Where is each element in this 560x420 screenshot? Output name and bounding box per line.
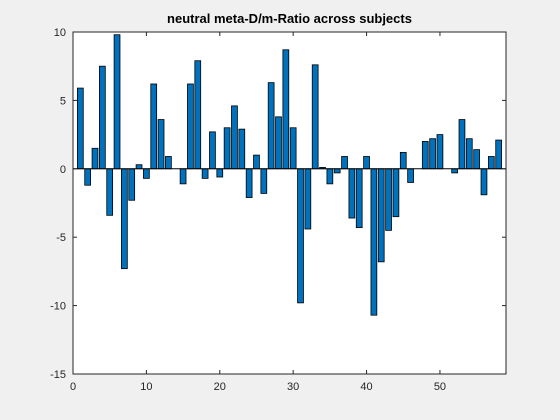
bar-subject-36 xyxy=(333,168,341,174)
bar-subject-21 xyxy=(223,127,231,170)
bar-subject-3 xyxy=(91,147,99,170)
bar-subject-12 xyxy=(157,119,165,170)
bar-subject-46 xyxy=(407,168,414,183)
bar-subject-31 xyxy=(297,168,304,304)
bar-subject-5 xyxy=(106,168,114,216)
bar-subject-44 xyxy=(392,168,400,218)
bar-subject-23 xyxy=(238,128,246,170)
bar-subject-35 xyxy=(326,168,334,185)
bar-subject-25 xyxy=(253,154,260,170)
bar-subject-24 xyxy=(245,168,253,198)
bar-subject-17 xyxy=(194,60,202,170)
bar-subject-40 xyxy=(363,156,370,170)
x-axis-ticks: 0 10 20 30 40 50 xyxy=(70,32,446,393)
bar-subject-52 xyxy=(451,168,458,174)
bar-subject-54 xyxy=(465,138,473,170)
x-tick-label: 40 xyxy=(360,381,372,393)
bar-subject-27 xyxy=(267,82,275,170)
bar-subject-32 xyxy=(304,168,312,230)
bar-subject-9 xyxy=(135,164,143,170)
y-tick-label: -15 xyxy=(50,369,66,381)
y-tick-label: -5 xyxy=(56,232,66,244)
bar-subject-6 xyxy=(113,34,121,170)
bar-subject-19 xyxy=(209,131,216,170)
bar-subject-26 xyxy=(260,168,268,194)
chart-title: neutral meta-D/m-Ratio across subjects xyxy=(167,11,412,26)
y-axis-ticks: -15 -10 -5 0 5 10 xyxy=(50,27,506,381)
bar-subject-53 xyxy=(458,119,466,170)
bar-subject-56 xyxy=(480,168,488,196)
bar-subject-55 xyxy=(473,149,480,170)
bar-subject-50 xyxy=(436,134,444,170)
bar-subject-22 xyxy=(231,105,238,170)
x-tick-label: 0 xyxy=(70,381,76,393)
bar-subject-39 xyxy=(355,168,363,229)
bar-subject-57 xyxy=(487,156,495,170)
bar-subject-45 xyxy=(399,151,407,170)
bar-subject-38 xyxy=(348,168,356,219)
bars-group xyxy=(77,34,503,316)
bar-subject-49 xyxy=(429,138,436,170)
bar-subject-37 xyxy=(341,156,348,170)
bar-subject-4 xyxy=(99,65,106,170)
x-tick-label: 30 xyxy=(287,381,299,393)
bar-subject-43 xyxy=(385,168,392,231)
bar-subject-20 xyxy=(216,168,224,178)
bar-subject-29 xyxy=(282,49,290,170)
bar-subject-8 xyxy=(128,168,136,201)
bar-subject-42 xyxy=(377,168,385,263)
plot-frame xyxy=(72,31,507,375)
bar-subject-41 xyxy=(370,168,378,316)
plot-area xyxy=(73,32,506,374)
bar-subject-10 xyxy=(143,168,150,179)
bar-subject-58 xyxy=(495,139,503,170)
bar-subject-1 xyxy=(77,87,84,170)
bar-subject-13 xyxy=(165,156,172,170)
x-tick-label: 50 xyxy=(434,381,446,393)
y-tick-label: 5 xyxy=(60,95,66,107)
x-tick-label: 20 xyxy=(214,381,226,393)
y-tick-label: 10 xyxy=(54,27,66,39)
bar-subject-18 xyxy=(201,168,209,179)
y-tick-label: 0 xyxy=(60,164,66,176)
bar-subject-7 xyxy=(121,168,128,270)
y-tick-label: -10 xyxy=(50,301,66,313)
x-tick-label: 10 xyxy=(140,381,152,393)
bar-subject-33 xyxy=(311,64,319,170)
bar-subject-28 xyxy=(275,116,282,170)
bar-subject-16 xyxy=(187,83,194,170)
bar-subject-15 xyxy=(179,168,187,185)
bar-subject-48 xyxy=(421,141,429,170)
bar-subject-30 xyxy=(289,127,297,170)
bar-subject-2 xyxy=(84,168,92,186)
bar-subject-11 xyxy=(150,83,158,170)
